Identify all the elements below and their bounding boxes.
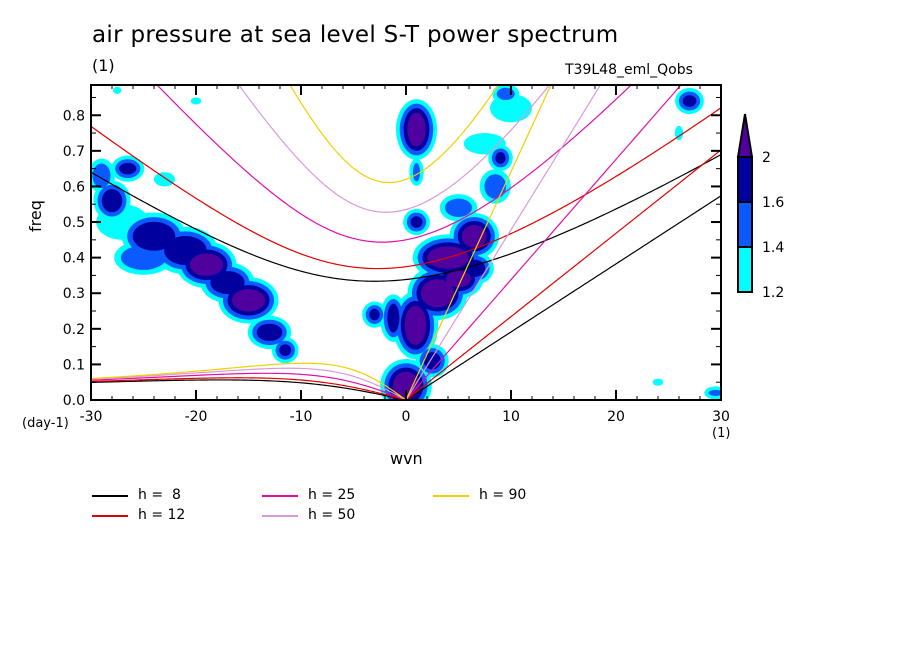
legend-swatch — [92, 495, 128, 497]
colorbar-label: 1.4 — [762, 240, 784, 256]
shaded-region-level-3 — [387, 303, 400, 333]
dispersion-curve-ig-h8 — [91, 154, 721, 282]
shaded-region-level-2 — [412, 163, 421, 182]
shaded-region-level-4 — [189, 253, 224, 276]
shaded-region-level-2 — [444, 198, 473, 217]
colorbar: 1.2 1.4 1.6 2 — [736, 113, 784, 301]
y-tick-label: 0.2 — [63, 322, 85, 338]
dispersion-curve-er-h8 — [91, 379, 407, 400]
colorbar-segment — [737, 201, 753, 248]
y-tick-label: 0.6 — [63, 179, 85, 195]
y-tick-label: 0.3 — [63, 286, 85, 302]
shaded-region-level-4 — [407, 112, 426, 147]
y-tick-label: 0.8 — [63, 108, 85, 124]
shaded-region-level-4 — [404, 305, 427, 345]
colorbar-extend-triangle — [736, 113, 754, 158]
dispersion-curve-er-h12 — [91, 377, 407, 400]
legend-label: h = 8 — [138, 487, 181, 503]
shaded-region-level-2 — [92, 163, 111, 189]
shaded-region-level-4 — [231, 289, 266, 312]
legend-swatch — [262, 495, 298, 497]
dispersion-curve-kelvin-h8 — [405, 195, 721, 400]
x-tick-label: 0 — [402, 409, 411, 425]
shaded-region-level-3 — [101, 189, 123, 213]
shaded-region-level-1 — [674, 125, 684, 141]
x-axis-label: wvn — [390, 449, 423, 468]
shaded-region-level-1 — [154, 172, 175, 187]
dispersion-curve-er-h25 — [91, 372, 407, 400]
legend-swatch — [92, 515, 128, 517]
shaded-region-level-2 — [120, 245, 167, 270]
legend-swatch — [433, 495, 469, 497]
shaded-region-level-3 — [256, 323, 283, 342]
x-tick-label: -20 — [185, 409, 208, 425]
shaded-region-level-1 — [190, 97, 202, 105]
shaded-region-level-2 — [708, 389, 721, 396]
x-tick-label: -30 — [80, 409, 103, 425]
legend-label: h = 12 — [138, 507, 186, 523]
dispersion-curve-kelvin-h90 — [405, 85, 552, 400]
shaded-region-level-3 — [279, 344, 292, 356]
y-tick-label: 0.7 — [63, 144, 85, 160]
dispersion-curve-er-h50 — [91, 367, 407, 400]
shaded-region-level-1 — [113, 86, 122, 94]
chart-subtitle: T39L48_eml_Qobs — [565, 62, 693, 78]
shaded-region-level-4 — [461, 225, 487, 248]
colorbar-label: 2 — [762, 150, 771, 166]
shaded-region-level-3 — [132, 221, 176, 251]
dispersion-curve-ig-h12 — [91, 107, 721, 270]
dispersion-curve-kelvin-h25 — [405, 85, 682, 400]
dispersion-curve-ig-h90 — [289, 85, 499, 184]
dispersion-curve-kelvin-h12 — [405, 149, 721, 400]
shaded-region-level-3 — [495, 152, 506, 164]
colorbar-segment — [737, 246, 753, 293]
axes: -30 -20 -10 0 10 20 30 0.0 0.1 0.2 0.3 0.4 0.5 0.6 0.7… — [63, 85, 730, 425]
x-tick-label: 10 — [502, 409, 520, 425]
shaded-region-level-3 — [119, 162, 137, 175]
legend-label: h = 25 — [308, 487, 356, 503]
shaded-region-level-3 — [410, 216, 423, 228]
units-label: (1) — [92, 56, 115, 75]
colorbar-label: 1.2 — [762, 285, 784, 301]
dispersion-curve-ig-h50 — [238, 85, 551, 213]
shaded-region-level-4 — [446, 270, 471, 288]
y-tick-label: 0.0 — [63, 393, 85, 409]
legend-label: h = 90 — [479, 487, 527, 503]
shaded-region-level-2 — [484, 174, 507, 199]
shaded-region-level-1 — [652, 378, 664, 386]
legend-label: h = 50 — [308, 507, 356, 523]
legend-swatch — [262, 515, 298, 517]
dispersion-curve-ig-h25 — [156, 85, 633, 243]
chart-title: air pressure at sea level S-T power spec… — [92, 22, 619, 48]
x-axis-units: (1) — [712, 426, 731, 441]
shaded-region-level-2 — [496, 87, 515, 101]
x-tick-label: 30 — [712, 409, 730, 425]
shaded-spectrum — [91, 85, 721, 400]
x-tick-label: 20 — [607, 409, 625, 425]
dispersion-curve-er-h90 — [91, 362, 407, 400]
y-axis-units: (day-1) — [22, 416, 69, 431]
colorbar-segment — [737, 156, 753, 203]
shaded-region-level-3 — [682, 95, 697, 107]
shaded-region-level-3 — [369, 308, 380, 321]
x-tick-label: -10 — [290, 409, 313, 425]
colorbar-label: 1.6 — [762, 195, 784, 211]
shaded-region-level-4 — [420, 279, 455, 308]
dispersion-curve-kelvin-h50 — [405, 85, 602, 400]
y-tick-label: 0.5 — [63, 215, 85, 231]
dispersion-curves — [91, 85, 721, 400]
y-tick-label: 0.1 — [63, 357, 85, 373]
y-tick-label: 0.4 — [63, 251, 85, 267]
